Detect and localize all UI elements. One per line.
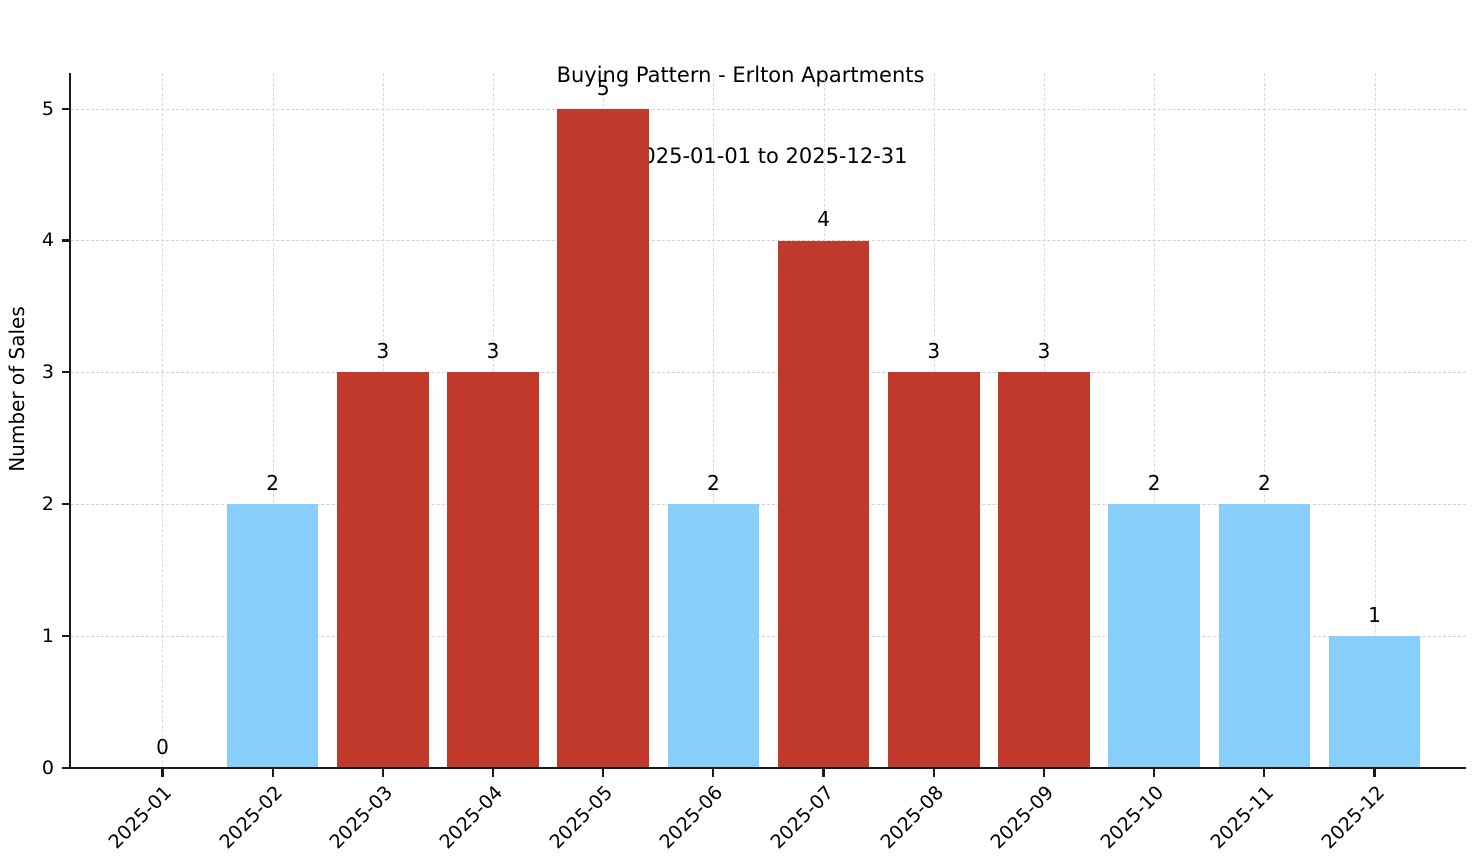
- x-axis-tick-label: 2025-01: [104, 781, 177, 854]
- gridline-horizontal: [71, 636, 1466, 638]
- y-axis-tick: [62, 635, 70, 638]
- bar[interactable]: [998, 372, 1090, 768]
- gridline-vertical: [272, 73, 274, 768]
- gridline-horizontal: [71, 504, 1466, 506]
- y-axis-tick-label: 4: [41, 229, 54, 252]
- x-axis-tick: [491, 769, 495, 777]
- gridline-vertical: [1264, 73, 1266, 768]
- gridline-horizontal: [71, 240, 1466, 242]
- x-axis-tick: [1153, 769, 1156, 777]
- y-axis-tick: [62, 239, 70, 242]
- bar[interactable]: [1328, 636, 1421, 768]
- x-axis-tick: [1263, 769, 1266, 777]
- bar[interactable]: [557, 108, 649, 768]
- y-axis-tick-label: 5: [41, 97, 54, 120]
- bar-value-label: 2: [1147, 471, 1161, 496]
- y-axis-tick-label: 3: [41, 361, 54, 384]
- x-axis-tick: [1042, 769, 1046, 777]
- bar-value-label: 2: [1257, 471, 1271, 496]
- bar-value-label: 1: [1368, 603, 1381, 628]
- bar-value-label: 3: [376, 339, 390, 364]
- bar-value-label: 4: [817, 207, 830, 232]
- y-axis-tick: [62, 766, 70, 770]
- gridline-vertical: [1374, 73, 1376, 768]
- gridline-vertical: [162, 73, 164, 768]
- y-axis-tick: [62, 107, 70, 110]
- gridline-horizontal: [71, 108, 1466, 110]
- y-axis-tick-label: 2: [41, 493, 54, 516]
- bar-value-label: 2: [707, 471, 720, 496]
- bar[interactable]: [1218, 504, 1311, 768]
- x-axis-tick: [1373, 769, 1376, 777]
- bar-value-label: 2: [266, 471, 279, 496]
- gridline-vertical: [713, 73, 715, 768]
- y-axis-tick: [62, 371, 70, 374]
- y-axis-spine: [69, 73, 72, 769]
- gridline-vertical: [1154, 73, 1156, 768]
- x-axis-tick: [822, 769, 825, 777]
- x-axis-tick: [161, 769, 164, 777]
- bar[interactable]: [447, 372, 539, 768]
- y-axis-tick-label: 0: [41, 757, 54, 779]
- gridline-horizontal: [71, 372, 1466, 374]
- bar[interactable]: [667, 504, 760, 768]
- y-axis-tick: [62, 503, 70, 506]
- x-axis-spine: [69, 766, 1466, 769]
- x-axis-tick: [712, 769, 715, 777]
- bar-value-label: 3: [486, 339, 500, 364]
- bar[interactable]: [226, 504, 319, 768]
- y-axis-title-text: Number of Sales: [5, 305, 30, 472]
- bar-value-label: 3: [927, 339, 941, 364]
- y-axis-tick-label: 1: [41, 625, 54, 648]
- bar[interactable]: [888, 372, 980, 768]
- bar[interactable]: [777, 240, 870, 768]
- bar-value-label: 3: [1037, 339, 1051, 364]
- bar-value-label: 5: [596, 75, 610, 100]
- x-axis-tick: [271, 769, 274, 777]
- x-axis-tick: [932, 769, 935, 777]
- x-axis-tick: [381, 769, 384, 777]
- bar[interactable]: [1108, 504, 1200, 768]
- bar-value-label: 0: [156, 735, 169, 759]
- plot-area: [71, 73, 1466, 769]
- bar[interactable]: [337, 372, 429, 768]
- x-axis-tick: [602, 769, 605, 777]
- chart-title-line-1: Buying Pattern - Erlton Apartments: [556, 63, 925, 87]
